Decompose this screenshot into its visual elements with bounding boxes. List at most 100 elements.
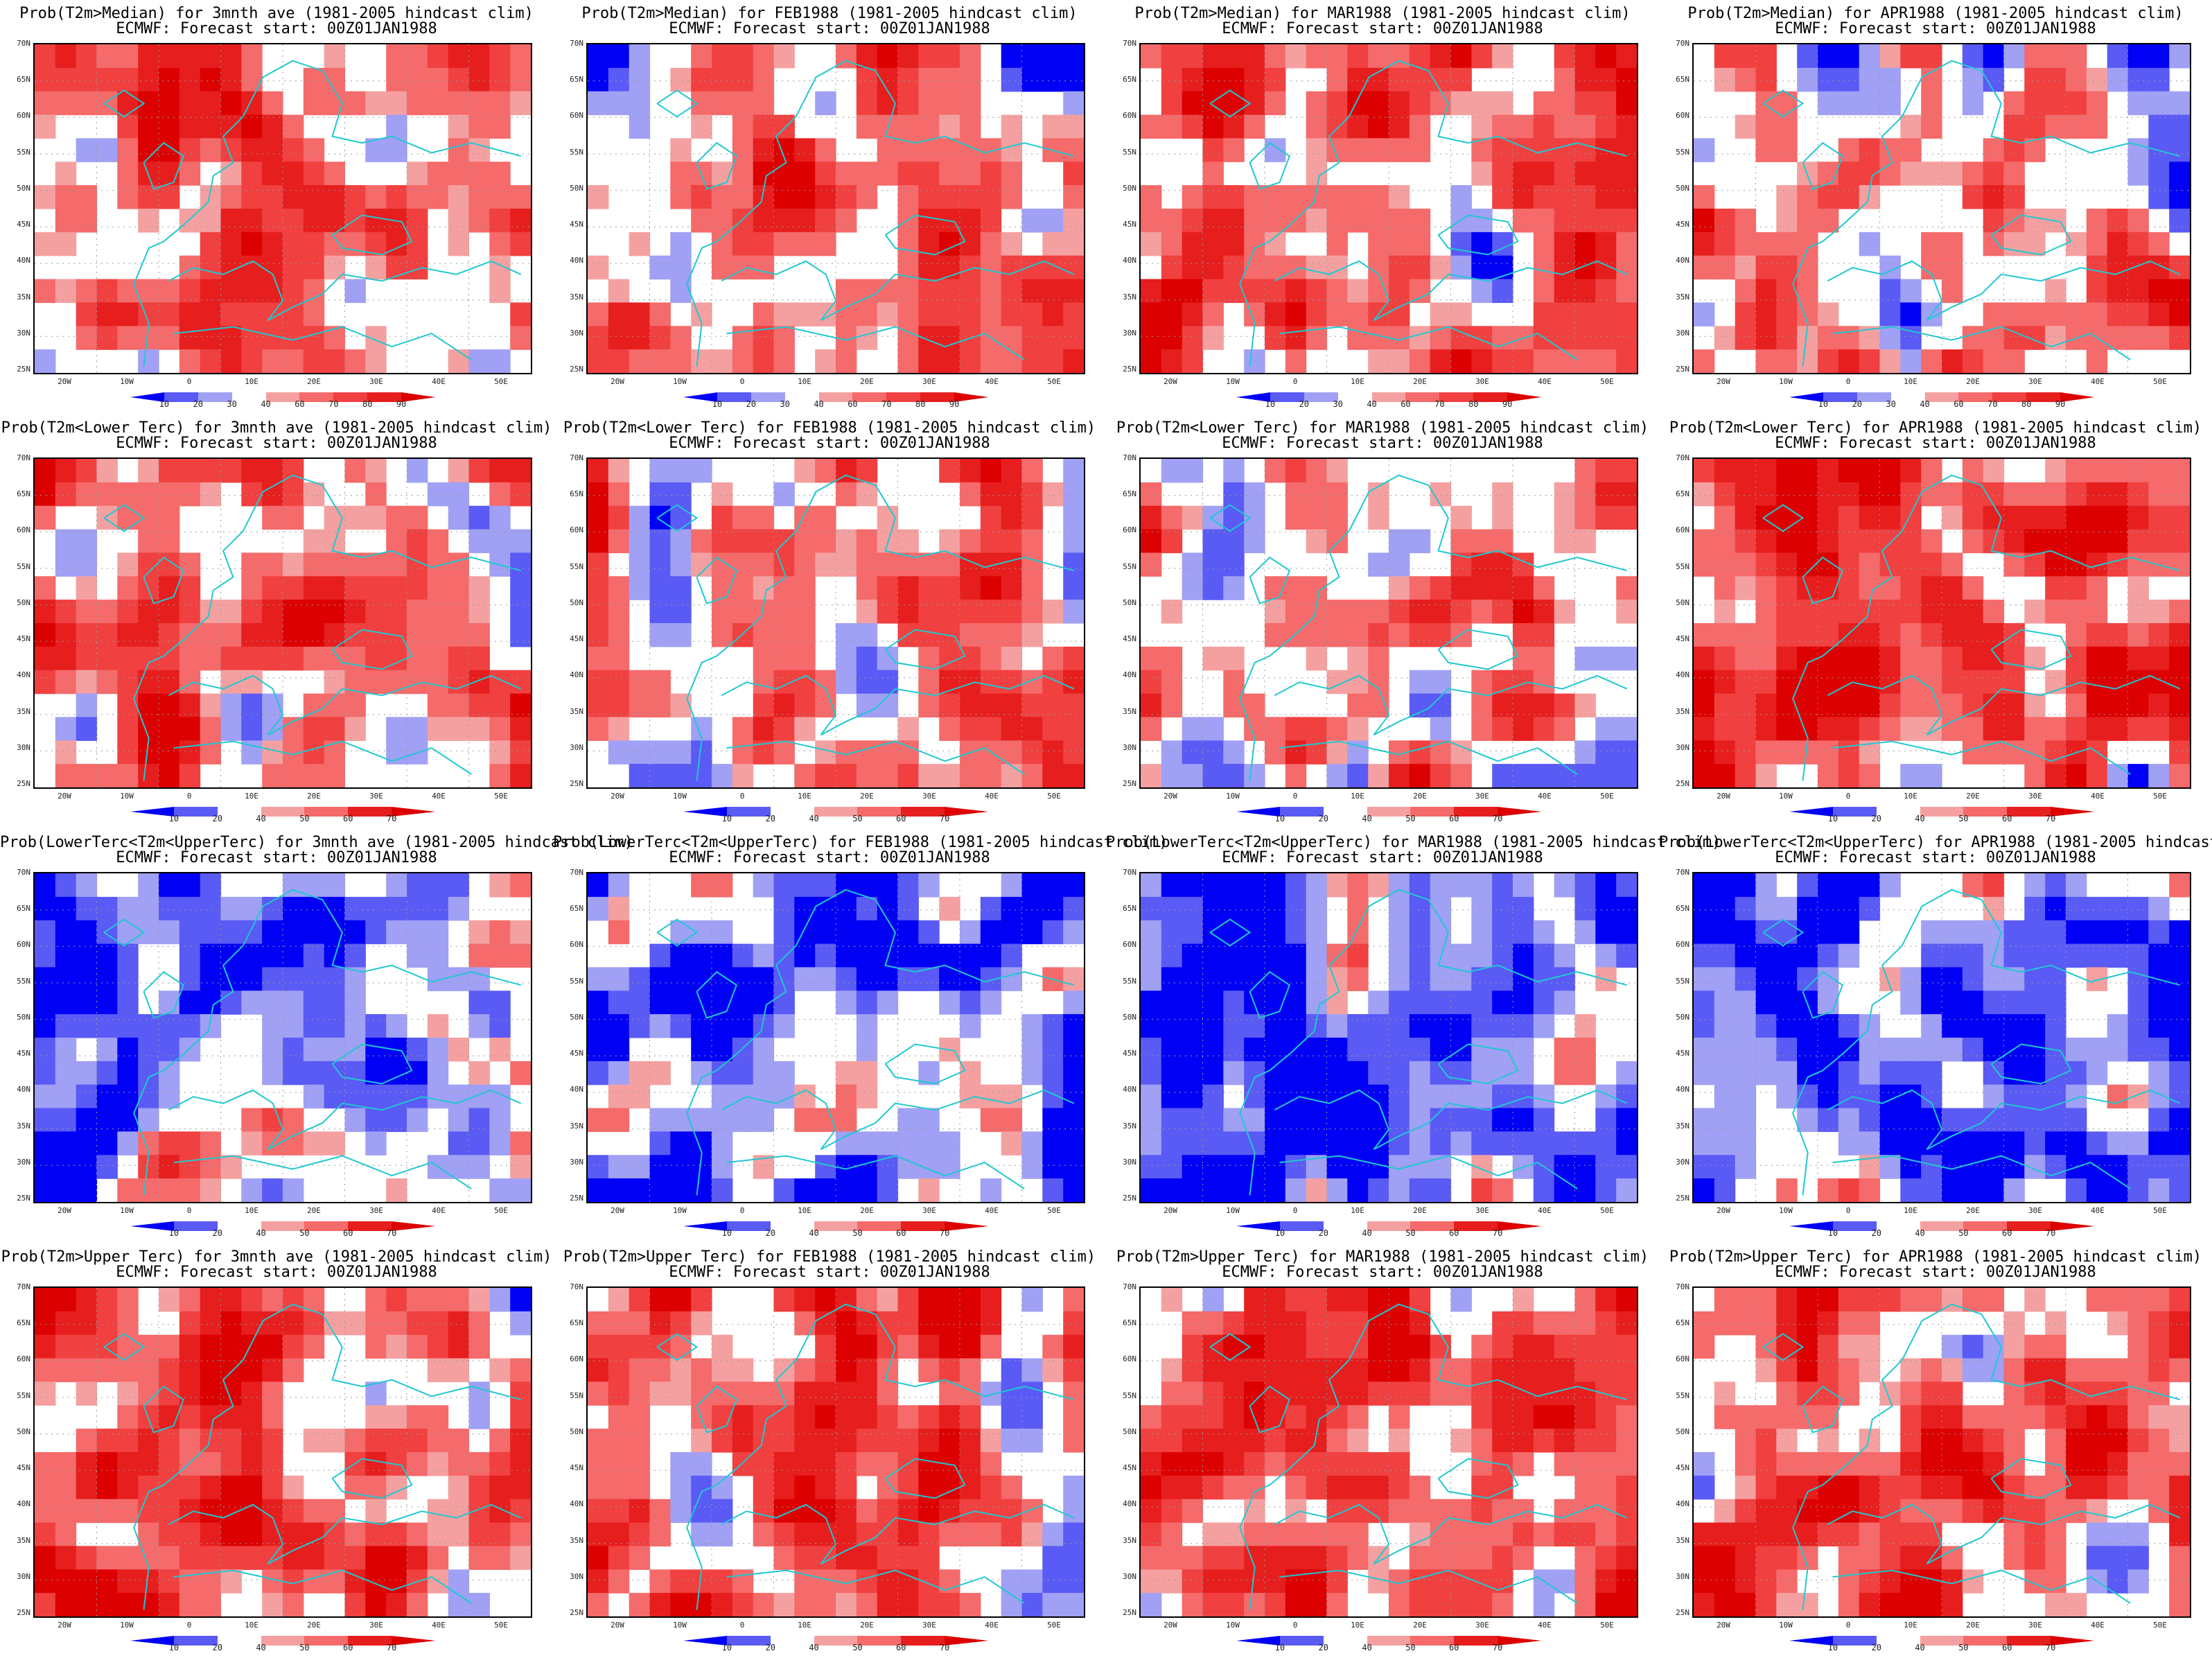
colorbar-segment	[367, 392, 402, 402]
field-cell	[2127, 1522, 2149, 1547]
field-cell	[588, 529, 609, 554]
lon-tick-label: 0	[739, 792, 745, 801]
field-cell	[1306, 302, 1328, 326]
field-cell	[1942, 717, 1963, 741]
field-cell	[2086, 600, 2108, 624]
field-cell	[1859, 91, 1881, 116]
field-cell	[1859, 1546, 1881, 1570]
field-cell	[1492, 279, 1513, 304]
field-cell	[2003, 209, 2025, 233]
field-cell	[1513, 1131, 1534, 1155]
field-cell	[1838, 1522, 1860, 1547]
field-cell	[1533, 1084, 1555, 1109]
field-cell	[1265, 1061, 1286, 1085]
field-cell	[877, 967, 899, 991]
field-cell	[939, 232, 960, 256]
lon-tick-label: 10E	[1351, 1621, 1364, 1630]
lat-tick-label: 30N	[1123, 1157, 1136, 1167]
field-cell	[1223, 1178, 1245, 1202]
field-cell	[608, 1084, 630, 1109]
field-cell	[1755, 255, 1777, 280]
colorbar-label: 80	[915, 399, 926, 409]
field-cell	[1042, 232, 1064, 256]
field-cell	[1595, 896, 1617, 921]
field-cell	[918, 1405, 940, 1429]
field-cell	[138, 279, 159, 304]
field-cell	[2127, 896, 2149, 921]
map-canvas	[1694, 873, 2190, 1202]
field-cell	[1797, 232, 1818, 256]
field-cell	[1533, 670, 1555, 695]
field-cell	[200, 873, 222, 898]
field-cell	[1042, 326, 1064, 350]
coastline	[1832, 1155, 2131, 1189]
lat-tick-label: 30N	[570, 1157, 583, 1167]
field-cell	[1063, 279, 1084, 304]
field-cell	[303, 1546, 325, 1570]
field-cell	[1306, 1546, 1328, 1570]
field-cell	[732, 600, 754, 624]
lat-tick-label: 35N	[1123, 292, 1136, 302]
panel-subtitle: ECMWF: Forecast start: 00Z01JAN1988	[1222, 435, 1543, 452]
field-cell	[1755, 1061, 1777, 1085]
field-cell	[1161, 1084, 1183, 1109]
field-cell	[117, 185, 139, 209]
panel-title: Prob(T2m<Lower Terc) for MAR1988 (1981-2…	[1116, 419, 1649, 437]
lat-tick-label: 50N	[1676, 597, 1689, 607]
field-cell	[262, 505, 283, 530]
field-cell	[1714, 920, 1736, 945]
field-cell	[1574, 1061, 1596, 1085]
field-cell	[960, 1358, 981, 1383]
field-cell	[877, 302, 899, 326]
field-cell	[1595, 459, 1617, 483]
field-cell	[2127, 600, 2149, 624]
field-cell	[608, 302, 630, 326]
field-cell	[179, 1429, 201, 1453]
field-cell	[1492, 349, 1513, 373]
field-cell	[1595, 1593, 1617, 1616]
field-cell	[489, 873, 511, 898]
field-cell	[1714, 623, 1736, 647]
field-cell	[1735, 326, 1757, 350]
map-canvas	[588, 873, 1084, 1202]
lon-tick-label: 20E	[1966, 377, 1980, 386]
field-cell	[1492, 1522, 1513, 1547]
field-cell	[179, 943, 201, 968]
lat-tick-label: 25N	[17, 1194, 30, 1203]
field-cell	[856, 740, 878, 765]
field-cell	[629, 1405, 651, 1429]
field-cell	[1021, 1358, 1043, 1383]
field-cell	[1285, 1475, 1307, 1500]
field-cell	[588, 1358, 609, 1383]
field-cell	[1021, 1288, 1043, 1312]
lat-tick-label: 60N	[570, 1354, 583, 1364]
field-cell	[283, 717, 304, 741]
field-cell	[753, 91, 775, 116]
field-cell	[608, 1038, 630, 1062]
field-cell	[76, 1061, 98, 1085]
coastline	[686, 889, 1074, 1196]
field-cell	[427, 552, 449, 577]
colorbar-label: 10	[721, 1228, 732, 1238]
field-cell	[262, 646, 283, 671]
field-cell	[1471, 552, 1493, 577]
colorbar-segment	[173, 807, 218, 817]
colorbar-segment	[1410, 1221, 1455, 1231]
field-cell	[856, 552, 878, 577]
field-cell	[1595, 255, 1617, 280]
field-cell	[1818, 693, 1839, 718]
colorbar-segment	[1304, 392, 1339, 402]
field-cell	[262, 114, 283, 139]
lat-tick-label: 60N	[570, 525, 583, 535]
field-cell	[1492, 1405, 1513, 1429]
field-cell	[2086, 1061, 2108, 1085]
field-cell	[1983, 717, 2005, 741]
lat-tick-label: 70N	[17, 39, 30, 48]
field-cell	[836, 279, 857, 304]
field-cell	[35, 459, 56, 483]
field-cell	[1202, 943, 1224, 968]
field-cell	[712, 552, 733, 577]
field-cell	[1326, 1475, 1348, 1500]
field-cell	[1223, 67, 1245, 92]
lat-tick-label: 50N	[1676, 1012, 1689, 1022]
